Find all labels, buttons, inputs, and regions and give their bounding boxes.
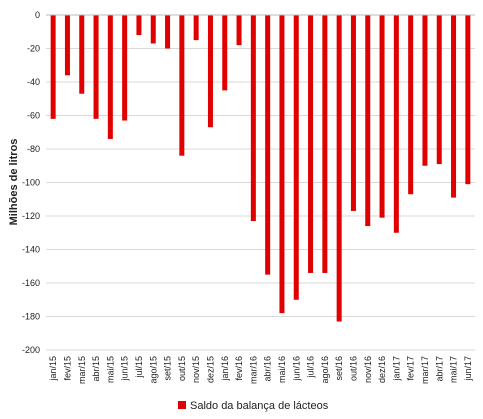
y-tick-label: -140 — [22, 245, 40, 255]
bar-set-15 — [165, 15, 171, 49]
bar-jun-17 — [465, 15, 471, 185]
bar-fev-16 — [236, 15, 242, 46]
legend-label: Saldo da balança de lácteos — [190, 400, 329, 412]
bar-dez-15 — [207, 15, 213, 128]
x-tick-label: mar/15 — [77, 356, 87, 384]
bar-jul-16 — [308, 15, 314, 273]
x-tick-label: jul/15 — [134, 356, 144, 379]
bar-mar-16 — [250, 15, 256, 222]
x-tick-label: jan/17 — [391, 356, 401, 382]
x-tick-label: jul/16 — [306, 356, 316, 379]
x-tick-label: mai/15 — [105, 356, 115, 383]
bar-fev-17 — [408, 15, 414, 195]
bar-ago-15 — [150, 15, 156, 44]
bar-mai-15 — [107, 15, 113, 139]
bar-out-15 — [179, 15, 185, 156]
bar-dez-16 — [379, 15, 385, 218]
y-tick-label: -120 — [22, 211, 40, 221]
x-tick-label: ago/15 — [148, 356, 158, 384]
bar-jan-16 — [222, 15, 228, 91]
x-tick-label: abr/16 — [263, 356, 273, 382]
y-tick-label: -180 — [22, 312, 40, 322]
bar-abr-17 — [436, 15, 442, 165]
x-tick-label: set/16 — [334, 356, 344, 381]
bar-set-16 — [336, 15, 342, 322]
x-tick-label: out/16 — [348, 356, 358, 381]
x-axis-ticks: jan/15 fev/15 mar/15 abr/15 mai/15 jun/15 jul/… — [48, 356, 473, 384]
x-tick-label: out/15 — [177, 356, 187, 381]
bar-jun-16 — [293, 15, 299, 300]
legend: Saldo da balança de lácteos — [178, 400, 329, 412]
x-tick-label: jan/15 — [48, 356, 58, 382]
x-tick-label: nov/16 — [363, 356, 373, 383]
gridlines — [46, 48, 475, 351]
x-tick-label: dez/15 — [205, 356, 215, 383]
x-tick-label: nov/15 — [191, 356, 201, 383]
x-tick-label: dez/16 — [377, 356, 387, 383]
x-tick-label: jan/16 — [220, 356, 230, 382]
x-tick-label: mar/17 — [420, 356, 430, 384]
bars — [50, 15, 471, 322]
bar-nov-16 — [365, 15, 371, 227]
x-tick-label: fev/17 — [406, 356, 416, 381]
y-tick-label: -100 — [22, 178, 40, 188]
x-tick-label: ago/16 — [320, 356, 330, 384]
bar-mai-17 — [451, 15, 457, 198]
x-tick-label: set/15 — [163, 356, 173, 381]
x-tick-label: mai/17 — [449, 356, 459, 383]
bar-jan-15 — [50, 15, 56, 119]
x-tick-label: fev/15 — [62, 356, 72, 381]
bar-abr-15 — [93, 15, 99, 119]
y-tick-label: -200 — [22, 345, 40, 355]
x-tick-label: mai/16 — [277, 356, 287, 383]
bar-mar-17 — [422, 15, 428, 166]
bar-fev-15 — [64, 15, 70, 76]
x-tick-label: abr/17 — [434, 356, 444, 382]
y-tick-label: -160 — [22, 278, 40, 288]
y-axis-ticks: 0 -20 -40 -60 -80 -100 -120 -140 -160 -180 -200 — [22, 10, 40, 355]
y-tick-label: -20 — [27, 44, 40, 54]
y-tick-label: -80 — [27, 144, 40, 154]
x-tick-label: fev/16 — [234, 356, 244, 381]
bar-jan-17 — [393, 15, 399, 233]
y-axis-title: Milhões de litros — [8, 139, 20, 226]
bar-jun-15 — [122, 15, 128, 121]
bar-abr-16 — [265, 15, 271, 275]
bar-out-16 — [350, 15, 356, 211]
bar-mar-15 — [79, 15, 85, 94]
x-tick-label: jun/17 — [463, 356, 473, 382]
y-tick-label: 0 — [35, 10, 40, 20]
x-tick-label: jun/15 — [120, 356, 130, 382]
bar-ago-16 — [322, 15, 328, 273]
y-tick-label: -60 — [27, 111, 40, 121]
bar-mai-16 — [279, 15, 285, 314]
bar-jul-15 — [136, 15, 142, 36]
y-tick-label: -40 — [27, 77, 40, 87]
x-tick-label: jun/16 — [291, 356, 301, 382]
x-tick-label: abr/15 — [91, 356, 101, 382]
x-tick-label: mar/16 — [248, 356, 258, 384]
bar-nov-15 — [193, 15, 199, 41]
legend-swatch — [178, 401, 186, 409]
